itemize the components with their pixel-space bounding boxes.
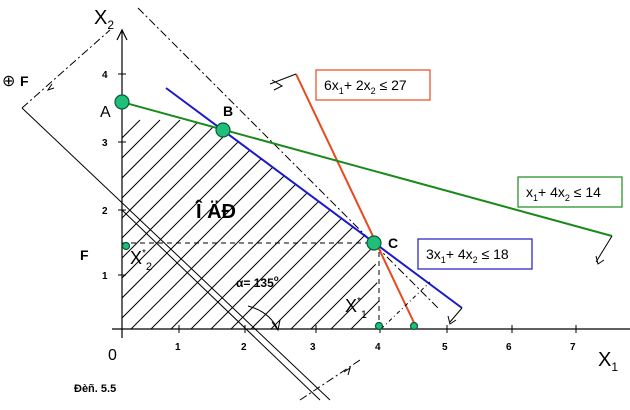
x2-star-label: X*2 [130,248,152,273]
svg-text:3x1+ 4x2 ≤ 18: 3x1+ 4x2 ≤ 18 [426,246,509,265]
objective-f-line [121,209,321,401]
point-a [114,94,130,110]
plus-f-label: F [20,73,29,89]
point-a-label: A [100,104,111,121]
x-tick-labels: 1 2 3 4 5 6 7 [175,342,576,353]
constraint-red [269,73,418,330]
y-axis-arrow [116,28,128,41]
vertex-points [114,94,419,331]
f-label: F [80,247,89,263]
objective-lines [21,7,441,401]
point-c-label: C [388,235,398,251]
region-label: Î ÄĐ [195,199,236,223]
angle-arc [247,305,279,331]
figure-caption: Đèñ. 5.5 [74,383,116,395]
x-axis-label: X1 [598,349,618,374]
constraint-blue [165,87,463,325]
x1-star-label: X*1 [345,296,367,321]
angle-label: α= 135o [236,274,279,290]
extra-dashdot [380,281,431,330]
objective-normal-lower [21,107,331,401]
y-tick-label: 1 [102,271,108,282]
objective-level-line [137,7,441,311]
point-x2-star [121,241,131,251]
y-axis-label: X2 [94,7,114,32]
constraint-box-red: 6x1+ 2x2 ≤ 27 [315,69,431,101]
x-tick-label: 1 [175,342,181,353]
point-x1-star [374,321,384,331]
x-tick-label: 2 [241,342,247,353]
x-tick-label: 4 [375,342,381,353]
x-tick-label: 3 [310,342,316,353]
constraint-box-blue: 3x1+ 4x2 ≤ 18 [417,238,533,270]
y-tick-label: 4 [102,70,108,81]
y-tick-label: 2 [102,206,108,217]
axes [112,28,630,338]
objective-normal-upper-arrow [46,83,55,91]
point-x1-red [409,321,419,331]
constraint-green [121,101,613,265]
axis-ticks [118,73,577,333]
point-b-label: B [223,103,233,119]
x-tick-label: 6 [506,342,512,353]
plus-f-symbol: ⊕ [2,73,15,90]
x-tick-label: 7 [570,342,576,353]
objective-iso-lower-arrow [343,366,351,376]
y-tick-label: 3 [102,138,108,149]
point-c [366,235,382,251]
svg-text:x1+ 4x2 ≤ 14: x1+ 4x2 ≤ 14 [526,184,601,203]
point-b [215,122,231,138]
objective-normal-upper [21,29,111,109]
objective-iso-lower [299,359,361,401]
optimum-guides [122,242,380,329]
y-tick-labels: 1 2 3 4 [102,70,108,282]
origin-label: 0 [108,347,117,364]
angle-arc-arrow [271,319,281,332]
x-tick-label: 5 [442,342,448,353]
svg-text:6x1+ 2x2 ≤ 27: 6x1+ 2x2 ≤ 27 [324,77,407,96]
constraint-box-green: x1+ 4x2 ≤ 14 [517,176,623,208]
